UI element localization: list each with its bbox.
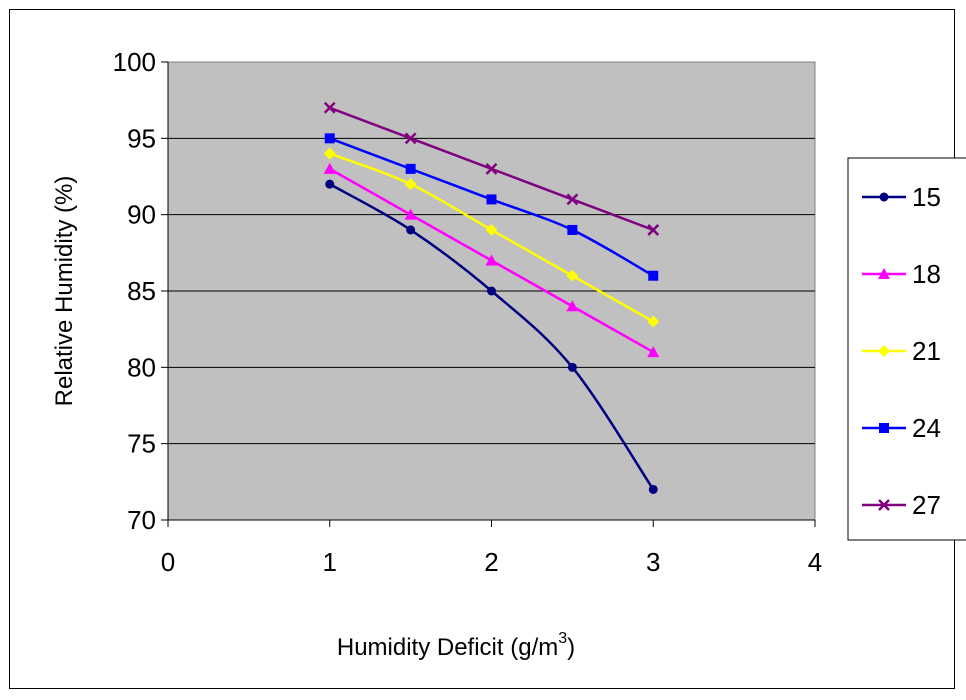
y-tick-label-100: 100	[113, 47, 156, 77]
x-axis-title-superscript: 3	[558, 630, 567, 647]
data-point-21-2.5	[566, 269, 579, 282]
legend-item-15: 15	[862, 182, 941, 212]
data-point-21-2	[485, 223, 498, 236]
data-point-21-3	[647, 315, 660, 328]
series-21	[323, 147, 660, 328]
legend: 15 18 21 24 27	[862, 182, 941, 520]
legend-item-18: 18	[862, 259, 941, 289]
legend-item-27: 27	[862, 490, 941, 520]
data-point-15-1.5	[406, 225, 416, 235]
data-point-27-2.5-stroke-b	[566, 193, 579, 206]
legend-item-24: 24	[862, 413, 941, 443]
data-point-18-1	[323, 162, 336, 174]
data-point-27-2-stroke-b	[485, 162, 498, 175]
data-point-15-2	[487, 286, 496, 296]
y-tick-label-90: 90	[127, 200, 156, 230]
data-point-27-2	[485, 162, 498, 175]
data-point-27-3-stroke-b	[647, 224, 660, 236]
x-tick-label-3: 3	[646, 547, 660, 577]
legend-marker-15	[879, 192, 889, 202]
legend-marker-27-stroke-b	[878, 499, 890, 511]
series-line-15	[329, 183, 655, 491]
data-point-18-2.5	[566, 300, 579, 312]
legend-marker-24	[879, 423, 889, 433]
data-point-21-1	[323, 147, 336, 160]
legend-label-24: 24	[912, 413, 941, 443]
data-point-18-2	[485, 254, 498, 266]
data-point-27-1-stroke-b	[323, 101, 336, 114]
x-tick-label-4: 4	[808, 547, 822, 577]
data-point-24-1	[324, 133, 335, 144]
series-27	[323, 101, 660, 236]
legend-label-15: 15	[912, 182, 941, 212]
series-layer	[323, 101, 660, 494]
x-tick-label-2: 2	[484, 547, 498, 577]
series-24	[324, 133, 659, 281]
legend-label-21: 21	[912, 336, 941, 366]
data-point-27-2.5	[566, 193, 579, 206]
data-point-27-1.5	[404, 132, 417, 145]
legend-label-27: 27	[912, 490, 941, 520]
y-tick-label-80: 80	[127, 352, 156, 382]
y-tick-label-95: 95	[127, 123, 156, 153]
data-point-27-1.5-stroke-b	[404, 132, 417, 145]
x-tick-label-1: 1	[323, 547, 337, 577]
legend-marker-21	[878, 345, 890, 357]
data-point-18-3	[647, 346, 660, 358]
data-point-15-1	[325, 179, 335, 189]
data-point-24-2	[486, 194, 497, 205]
y-axis-ticks: 70 75 80 85 90 95 100	[113, 47, 168, 535]
y-tick-label-70: 70	[127, 505, 156, 535]
x-axis-title: Humidity Deficit (g/m3)	[337, 630, 575, 661]
legend-marker-18	[878, 268, 890, 279]
y-tick-label-85: 85	[127, 276, 156, 306]
data-point-21-1.5	[404, 178, 417, 191]
legend-label-18: 18	[912, 259, 941, 289]
series-18	[323, 162, 660, 358]
legend-box	[847, 157, 966, 541]
x-axis-title-close: )	[567, 634, 575, 661]
data-point-15-2.5	[567, 362, 577, 372]
data-point-24-1.5	[405, 163, 416, 174]
data-point-18-1.5	[404, 208, 417, 220]
series-15	[325, 179, 658, 494]
legend-marker-27	[878, 499, 890, 511]
data-point-15-3	[648, 484, 658, 494]
legend-item-21: 21	[862, 336, 941, 366]
data-point-27-1	[323, 101, 336, 114]
data-point-24-2.5	[567, 224, 578, 235]
x-axis-ticks: 0 1 2 3 4	[161, 520, 822, 577]
y-tick-label-75: 75	[127, 429, 156, 459]
x-tick-label-0: 0	[161, 547, 175, 577]
data-point-27-3	[647, 224, 660, 236]
y-axis-title: Relative Humidity (%)	[51, 176, 78, 407]
data-point-24-3	[648, 270, 659, 281]
